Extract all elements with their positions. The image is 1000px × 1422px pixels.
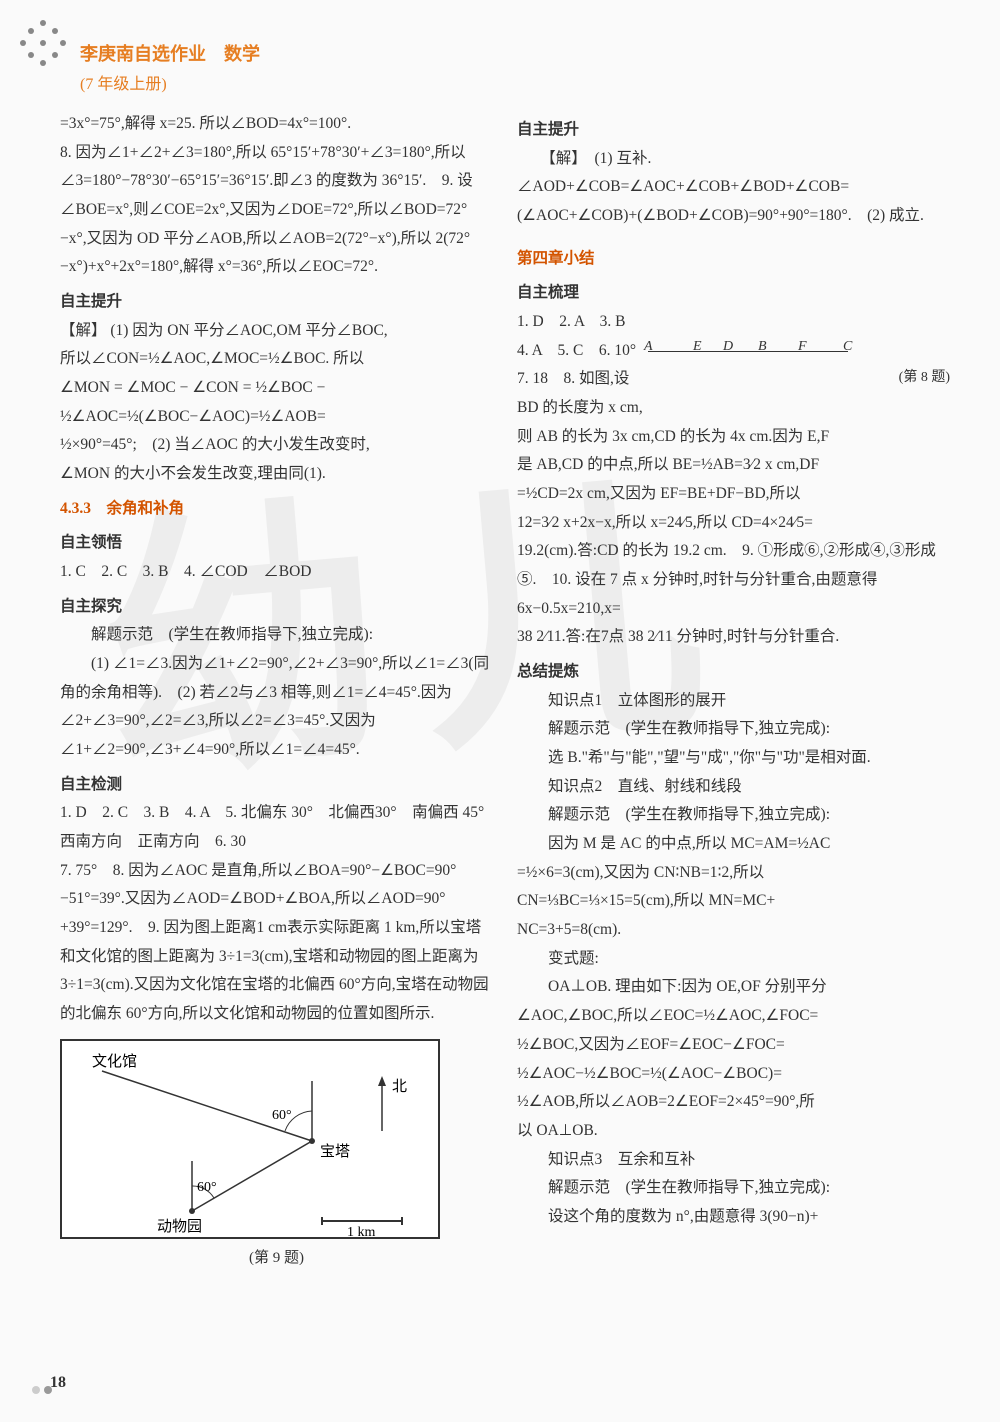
p: 因为 M 是 AC 的中点,所以 MC=AM=½AC <box>517 830 950 859</box>
p: ∠MON 的大小不会发生改变,理由同(1). <box>60 460 493 489</box>
section-title: 4.3.3 余角和补角 <box>60 495 493 524</box>
page-decoration <box>32 1386 52 1394</box>
p: 知识点1 立体图形的展开 <box>517 687 950 716</box>
section-title: 自主探究 <box>60 593 493 622</box>
pt: C <box>843 334 852 360</box>
scale-label: 1 km <box>347 1225 376 1240</box>
left-column: =3x°=75°,解得 x=25. 所以∠BOD=4x°=100°. 8. 因为… <box>60 110 493 1273</box>
content-columns: =3x°=75°,解得 x=25. 所以∠BOD=4x°=100°. 8. 因为… <box>60 110 950 1273</box>
p: 19.2(cm).答:CD 的长为 19.2 cm. 9. ①形成⑥,②形成④,… <box>517 537 950 623</box>
page: 幼儿 李庚南自选作业 数学 (7 年级上册) =3x°=75°,解得 x=25.… <box>0 0 1000 1422</box>
p: 【解】 (1) 互补. ∠AOD+∠COB=∠AOC+∠COB+∠BOD+∠CO… <box>517 145 950 231</box>
right-column: 自主提升 【解】 (1) 互补. ∠AOD+∠COB=∠AOC+∠COB+∠BO… <box>517 110 950 1273</box>
p: 设这个角的度数为 n°,由题意得 3(90−n)+ <box>517 1203 950 1232</box>
pt: E <box>693 334 702 360</box>
baota-label: 宝塔 <box>320 1143 350 1160</box>
p: 1. D 2. A 3. B <box>517 308 950 337</box>
p: 7. 75° 8. 因为∠AOC 是直角,所以∠BOA=90°−∠BOC=90°… <box>60 857 493 1029</box>
p: 4. A 5. C 6. 10° A E D B F C <box>517 337 950 366</box>
p: 【解】 (1) 因为 ON 平分∠AOC,OM 平分∠BOC, <box>60 317 493 346</box>
book-subtitle: (7 年级上册) <box>80 70 950 94</box>
p: =3x°=75°,解得 x=25. 所以∠BOD=4x°=100°. <box>60 110 493 139</box>
p: ½×90°=45°; (2) 当∠AOC 的大小发生改变时, <box>60 431 493 460</box>
p: =½×6=3(cm),又因为 CN∶NB=1∶2,所以 <box>517 859 950 888</box>
pt: D <box>723 334 733 360</box>
p: CN=⅓BC=⅓×15=5(cm),所以 MN=MC+ <box>517 887 950 916</box>
number-line: A E D B F C <box>648 351 848 352</box>
section-title: 自主提升 <box>517 116 950 145</box>
angle2: 60° <box>197 1180 217 1195</box>
section-title: 自主提升 <box>60 288 493 317</box>
p: (1) ∠1=∠3.因为∠1+∠2=90°,∠2+∠3=90°,所以∠1=∠3(… <box>60 650 493 765</box>
p: 38 2⁄11.答:在7点 38 2⁄11 分钟时,时针与分针重合. <box>517 623 950 652</box>
p-text: 7. 18 8. 如图,设 <box>517 365 629 394</box>
p: 以 OA⊥OB. <box>517 1117 950 1146</box>
p: ½∠AOB,所以∠AOB=2∠EOF=2×45°=90°,所 <box>517 1088 950 1117</box>
p: ½∠AOC−½∠BOC=½(∠AOC−∠BOC)= <box>517 1060 950 1089</box>
p: NC=3+5=8(cm). <box>517 916 950 945</box>
p: BD 的长度为 x cm, <box>517 394 950 423</box>
p: 8. 因为∠1+∠2+∠3=180°,所以 65°15′+78°30′+∠3=1… <box>60 139 493 282</box>
north-label: 北 <box>392 1078 407 1095</box>
section-title: 自主梳理 <box>517 279 950 308</box>
p: ∠MON = ∠MOC − ∠CON = ½∠BOC − <box>60 374 493 403</box>
p: =½CD=2x cm,又因为 EF=BE+DF−BD,所以 <box>517 480 950 509</box>
q8-caption: (第 8 题) <box>899 365 950 394</box>
corner-decoration <box>20 20 80 80</box>
pt: A <box>644 334 653 360</box>
angle1: 60° <box>272 1108 292 1123</box>
p: 解题示范 (学生在教师指导下,独立完成): <box>60 621 493 650</box>
figure-svg: 北 宝塔 文化馆 60° 动物园 <box>62 1041 442 1241</box>
p: 1. C 2. C 3. B 4. ∠COD ∠BOD <box>60 558 493 587</box>
p: 解题示范 (学生在教师指导下,独立完成): <box>517 801 950 830</box>
p: 知识点3 互余和互补 <box>517 1146 950 1175</box>
p: ½∠BOC,又因为∠EOF=∠EOC−∠FOC= <box>517 1031 950 1060</box>
book-title: 李庚南自选作业 数学 <box>80 40 950 66</box>
p: 选 B."希"与"能","望"与"成","你"与"功"是相对面. <box>517 744 950 773</box>
p: 是 AB,CD 的中点,所以 BE=½AB=3⁄2 x cm,DF <box>517 451 950 480</box>
p: 变式题: <box>517 945 950 974</box>
chapter-title: 第四章小结 <box>517 245 950 274</box>
p: ½∠AOC=½(∠BOC−∠AOC)=½∠AOB= <box>60 403 493 432</box>
pt: F <box>798 334 807 360</box>
section-title: 自主检测 <box>60 771 493 800</box>
p: 所以∠CON=½∠AOC,∠MOC=½∠BOC. 所以 <box>60 345 493 374</box>
p: 则 AB 的长为 3x cm,CD 的长为 4x cm.因为 E,F <box>517 423 950 452</box>
section-title: 总结提炼 <box>517 658 950 687</box>
p: 7. 18 8. 如图,设 (第 8 题) <box>517 365 950 394</box>
pt: B <box>758 334 767 360</box>
p: 1. D 2. C 3. B 4. A 5. 北偏东 30° 北偏西30° 南偏… <box>60 799 493 856</box>
p: 解题示范 (学生在教师指导下,独立完成): <box>517 1174 950 1203</box>
figure-q9: 北 宝塔 文化馆 60° 动物园 <box>60 1039 440 1239</box>
dwy-label: 动物园 <box>157 1218 202 1235</box>
p: 知识点2 直线、射线和线段 <box>517 773 950 802</box>
section-title: 自主领悟 <box>60 529 493 558</box>
page-number: 18 <box>50 1374 66 1392</box>
p: 12=3⁄2 x+2x−x,所以 x=24⁄5,所以 CD=4×24⁄5= <box>517 509 950 538</box>
p-text: 4. A 5. C 6. 10° <box>517 337 636 366</box>
p: 解题示范 (学生在教师指导下,独立完成): <box>517 715 950 744</box>
p: ∠AOC,∠BOC,所以∠EOC=½∠AOC,∠FOC= <box>517 1002 950 1031</box>
figure-caption: (第 9 题) <box>60 1245 493 1273</box>
p: OA⊥OB. 理由如下:因为 OE,OF 分别平分 <box>517 973 950 1002</box>
whg-label: 文化馆 <box>92 1053 137 1070</box>
